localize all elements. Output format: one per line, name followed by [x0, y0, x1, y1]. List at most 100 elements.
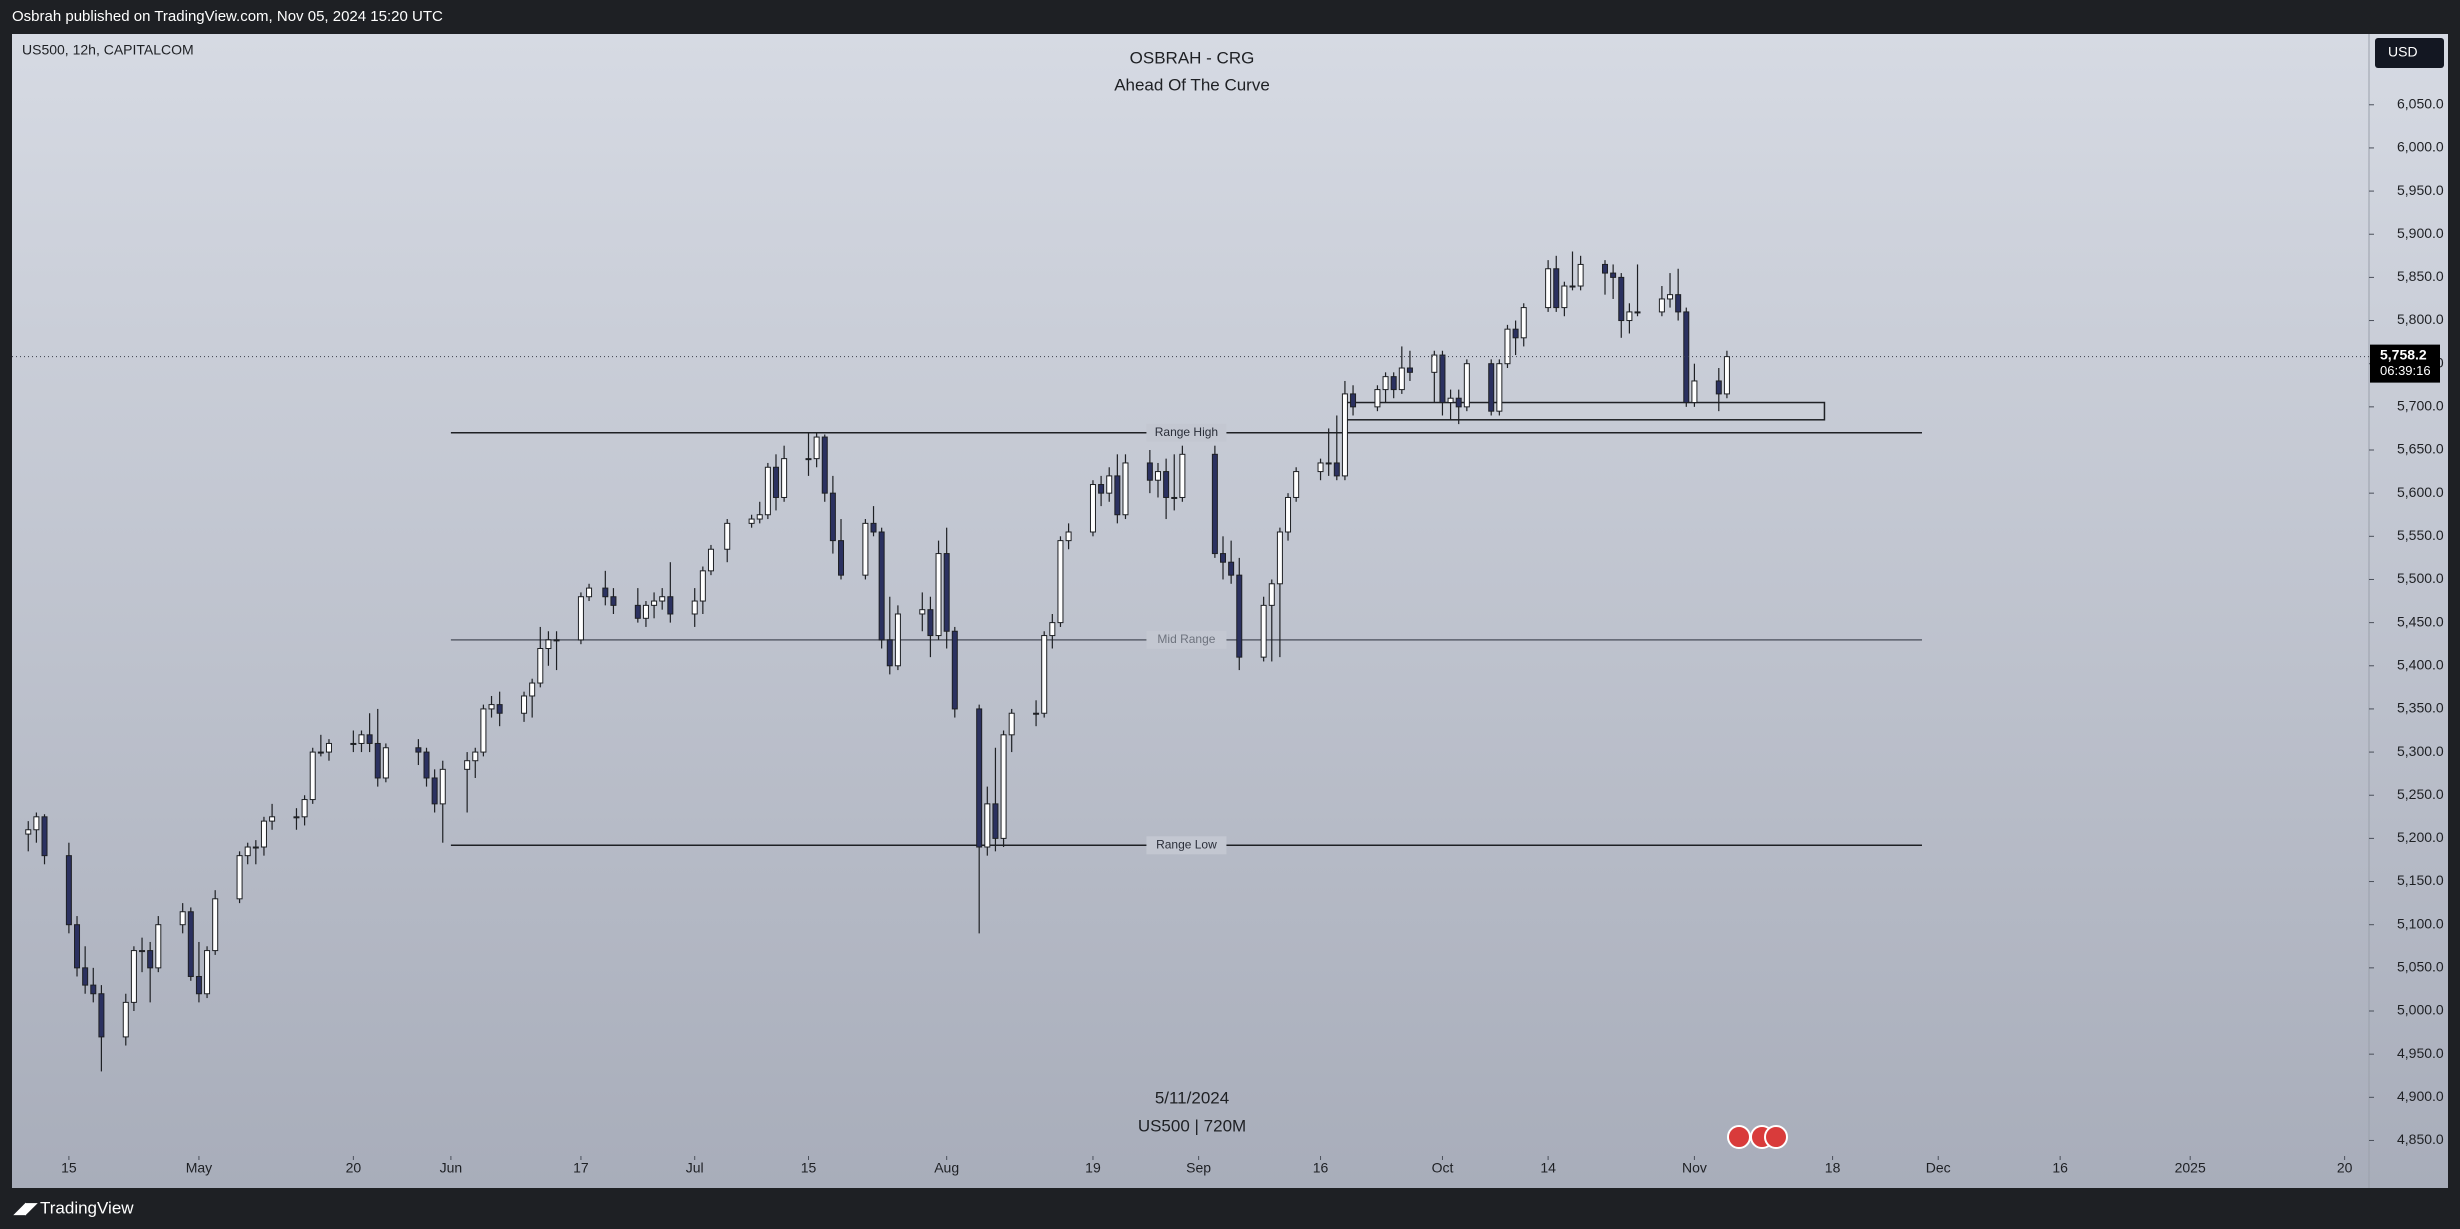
candle-body	[350, 742, 357, 745]
x-tick-label: 2025	[2175, 1160, 2206, 1176]
y-tick-label: 5,150.0	[2397, 872, 2444, 888]
candle-body	[1463, 363, 1470, 408]
currency-button[interactable]	[2375, 38, 2444, 68]
x-tick-label: 19	[1085, 1160, 1101, 1176]
y-tick-label: 5,550.0	[2397, 527, 2444, 543]
level-label-bg	[1146, 836, 1227, 855]
candle-body	[870, 522, 877, 533]
candle-body	[1154, 471, 1161, 481]
x-tick-label: May	[186, 1160, 212, 1176]
candle-body	[813, 436, 820, 460]
candle-body	[82, 967, 89, 986]
candle-body	[1057, 540, 1064, 624]
candle-body	[1008, 712, 1015, 736]
y-tick-label: 5,850.0	[2397, 268, 2444, 284]
candle-body	[1350, 393, 1357, 408]
candle-body	[139, 950, 146, 953]
candle-body	[472, 751, 479, 762]
candle-body	[602, 587, 609, 598]
candle-body	[366, 734, 373, 744]
y-tick-label: 5,650.0	[2397, 441, 2444, 457]
candle-body	[1577, 263, 1584, 287]
footer-logo: ◢◤	[13, 1200, 39, 1217]
candle-body	[935, 553, 942, 637]
x-tick-label: Jun	[440, 1160, 463, 1176]
candle-body	[1276, 531, 1283, 585]
candle-body	[838, 540, 845, 576]
candle-body	[236, 855, 243, 900]
candle-body	[65, 855, 72, 926]
candle-body	[1260, 604, 1267, 658]
candle-body	[496, 704, 503, 714]
y-tick-label: 5,800.0	[2397, 311, 2444, 327]
candle-body	[1171, 496, 1178, 499]
candle-body	[480, 708, 487, 753]
y-tick-label: 5,300.0	[2397, 743, 2444, 759]
candle-body	[1033, 712, 1040, 715]
candle-body	[431, 777, 438, 805]
candle-body	[699, 570, 706, 602]
candle-body	[195, 975, 202, 995]
level-label: Range High	[1155, 425, 1218, 439]
y-tick-label: 5,100.0	[2397, 915, 2444, 931]
candle-body	[951, 630, 958, 710]
candle-body	[325, 742, 332, 753]
y-tick-label: 5,050.0	[2397, 959, 2444, 975]
candle-body	[1390, 376, 1397, 391]
candle-body	[1504, 328, 1511, 365]
candle-body	[252, 846, 259, 849]
level-label: Range Low	[1156, 837, 1217, 851]
level-label-bg	[1146, 423, 1227, 442]
candle-body	[1520, 307, 1527, 339]
y-tick-label: 5,000.0	[2397, 1002, 2444, 1018]
candle-body	[187, 911, 194, 977]
chart-background	[12, 34, 2448, 1188]
candle-body	[821, 436, 828, 494]
candle-body	[179, 911, 186, 926]
candle-body	[781, 458, 788, 498]
candle-body	[764, 466, 771, 516]
candle-body	[1553, 268, 1560, 309]
x-tick-label: Dec	[1926, 1160, 1951, 1176]
candle-body	[1293, 471, 1300, 498]
candle-body	[358, 734, 365, 744]
candle-body	[1179, 453, 1186, 498]
currency-label[interactable]: USD	[2388, 44, 2418, 60]
countdown-label: 06:39:16	[2380, 363, 2431, 378]
candle-body	[1715, 380, 1722, 395]
candle-body	[521, 695, 528, 714]
candle-body	[1545, 268, 1552, 309]
candle-body	[1285, 496, 1292, 533]
candle-body	[423, 751, 430, 779]
candle-body	[529, 682, 536, 697]
candle-body	[439, 768, 446, 805]
candle-body	[1626, 311, 1633, 322]
candle-body	[707, 548, 714, 572]
candle-body	[269, 816, 276, 822]
candle-body	[1098, 484, 1105, 494]
candle-body	[1163, 471, 1170, 498]
x-tick-label: Aug	[934, 1160, 959, 1176]
candle-body	[1382, 376, 1389, 391]
candle-body	[1374, 389, 1381, 408]
y-tick-label: 4,900.0	[2397, 1088, 2444, 1104]
x-tick-label: 16	[1313, 1160, 1329, 1176]
candle-body	[1723, 356, 1730, 395]
candle-body	[1406, 367, 1413, 373]
candle-body	[1122, 462, 1129, 516]
candle-body	[488, 704, 495, 710]
y-tick-label: 5,950.0	[2397, 182, 2444, 198]
candle-body	[976, 708, 983, 848]
candle-body	[1236, 574, 1243, 658]
candle-body	[1488, 363, 1495, 412]
candle-body	[1106, 475, 1113, 494]
candle-body	[586, 587, 593, 598]
y-tick-label: 6,000.0	[2397, 139, 2444, 155]
level-label: Mid Range	[1157, 632, 1215, 646]
footer-brand: TradingView	[40, 1198, 134, 1217]
candle-body	[651, 600, 658, 606]
candle-body	[1569, 285, 1576, 288]
candle-body	[41, 816, 48, 857]
last-price-label: 5,758.2	[2380, 346, 2427, 362]
footer-bar	[0, 1188, 2460, 1229]
